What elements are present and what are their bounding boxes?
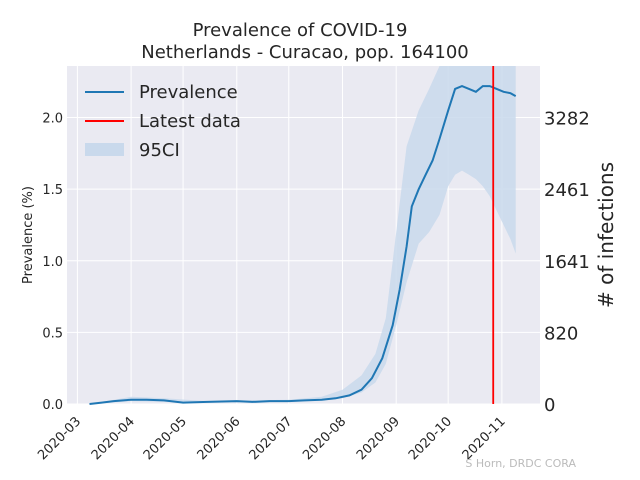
- right-y-axis-ticks: 0 820 1641 2461 3282: [544, 109, 590, 416]
- ci-band: [89, 66, 516, 404]
- right-y-axis-label: # of infections: [594, 162, 618, 308]
- prevalence-line: [89, 85, 517, 405]
- legend-ci: 95CI: [139, 140, 180, 161]
- right-y-tick-label: 1641: [544, 252, 590, 273]
- x-tick-label: 2020-07: [247, 414, 296, 463]
- legend-ci-swatch: [85, 143, 124, 156]
- x-tick-label: 2020-09: [354, 414, 403, 463]
- chart-subtitle: Netherlands - Curacao, pop. 164100: [141, 42, 468, 63]
- y-axis-label: Prevalence (%): [21, 186, 36, 284]
- x-tick-label: 2020-04: [89, 414, 138, 463]
- y-tick-label: 1.0: [42, 255, 63, 270]
- y-tick-label: 0.0: [42, 398, 63, 413]
- right-y-tick-label: 820: [544, 323, 578, 344]
- right-y-tick-label: 3282: [544, 109, 590, 130]
- x-axis-ticks: 2020-03 2020-04 2020-05 2020-06 2020-07 2020-…: [35, 414, 509, 463]
- y-tick-label: 1.5: [42, 183, 63, 198]
- x-tick-label: 2020-06: [195, 414, 244, 463]
- right-y-tick-label: 0: [544, 395, 555, 416]
- x-tick-label: 2020-05: [141, 414, 190, 463]
- y-tick-label: 2.0: [42, 112, 63, 127]
- legend: Prevalence Latest data 95CI: [85, 82, 241, 161]
- legend-prevalence: Prevalence: [139, 82, 238, 103]
- x-tick-label: 2020-08: [300, 414, 349, 463]
- x-tick-label: 2020-03: [35, 414, 84, 463]
- y-axis-ticks: 0.0 0.5 1.0 1.5 2.0: [42, 112, 63, 413]
- legend-latest: Latest data: [139, 111, 241, 132]
- x-tick-label: 2020-11: [460, 414, 509, 463]
- credit-text: S Horn, DRDC CORA: [465, 457, 576, 470]
- right-y-tick-label: 2461: [544, 180, 590, 201]
- y-tick-label: 0.5: [42, 326, 63, 341]
- x-tick-label: 2020-10: [406, 414, 455, 463]
- chart-title: Prevalence of COVID-19: [193, 20, 408, 41]
